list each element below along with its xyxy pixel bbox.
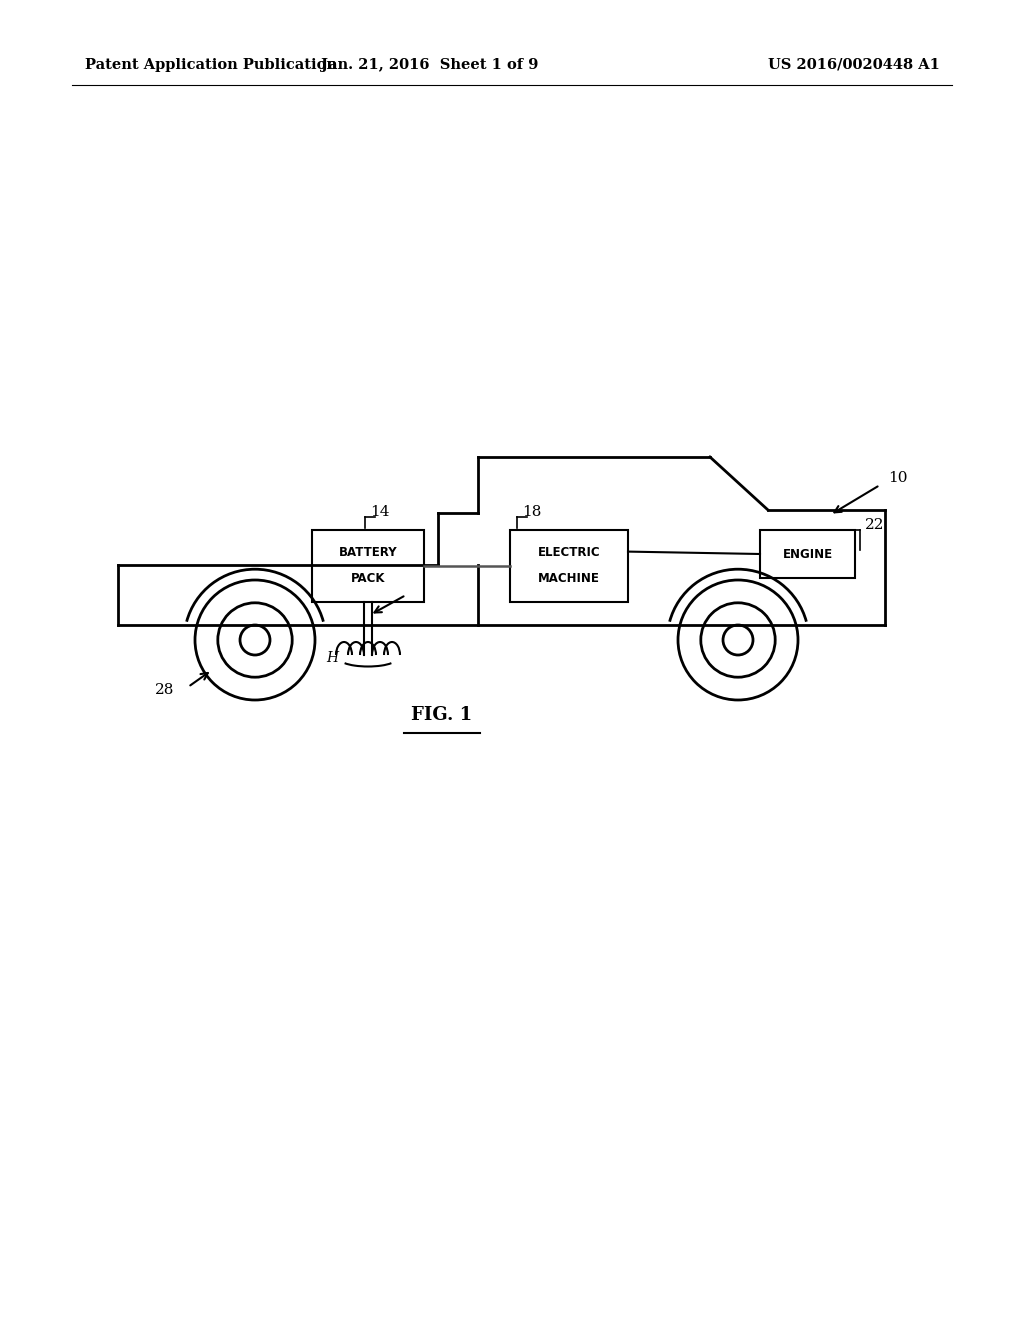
Bar xyxy=(312,531,424,602)
Text: Patent Application Publication: Patent Application Publication xyxy=(85,58,337,73)
Text: US 2016/0020448 A1: US 2016/0020448 A1 xyxy=(768,58,940,73)
Bar xyxy=(510,531,628,602)
Text: 22: 22 xyxy=(865,517,885,532)
Text: ELECTRIC: ELECTRIC xyxy=(538,546,600,560)
Bar xyxy=(760,531,855,578)
Text: 14: 14 xyxy=(370,506,389,519)
Text: FIG. 1: FIG. 1 xyxy=(412,706,472,723)
Text: 18: 18 xyxy=(522,506,542,519)
Text: Jan. 21, 2016  Sheet 1 of 9: Jan. 21, 2016 Sheet 1 of 9 xyxy=(322,58,539,73)
Text: 10: 10 xyxy=(888,471,907,484)
Text: ENGINE: ENGINE xyxy=(782,548,833,561)
Text: H: H xyxy=(326,651,338,665)
Text: MACHINE: MACHINE xyxy=(538,572,600,585)
Text: 28: 28 xyxy=(155,682,174,697)
Text: BATTERY: BATTERY xyxy=(339,546,397,560)
Text: PACK: PACK xyxy=(351,572,385,585)
